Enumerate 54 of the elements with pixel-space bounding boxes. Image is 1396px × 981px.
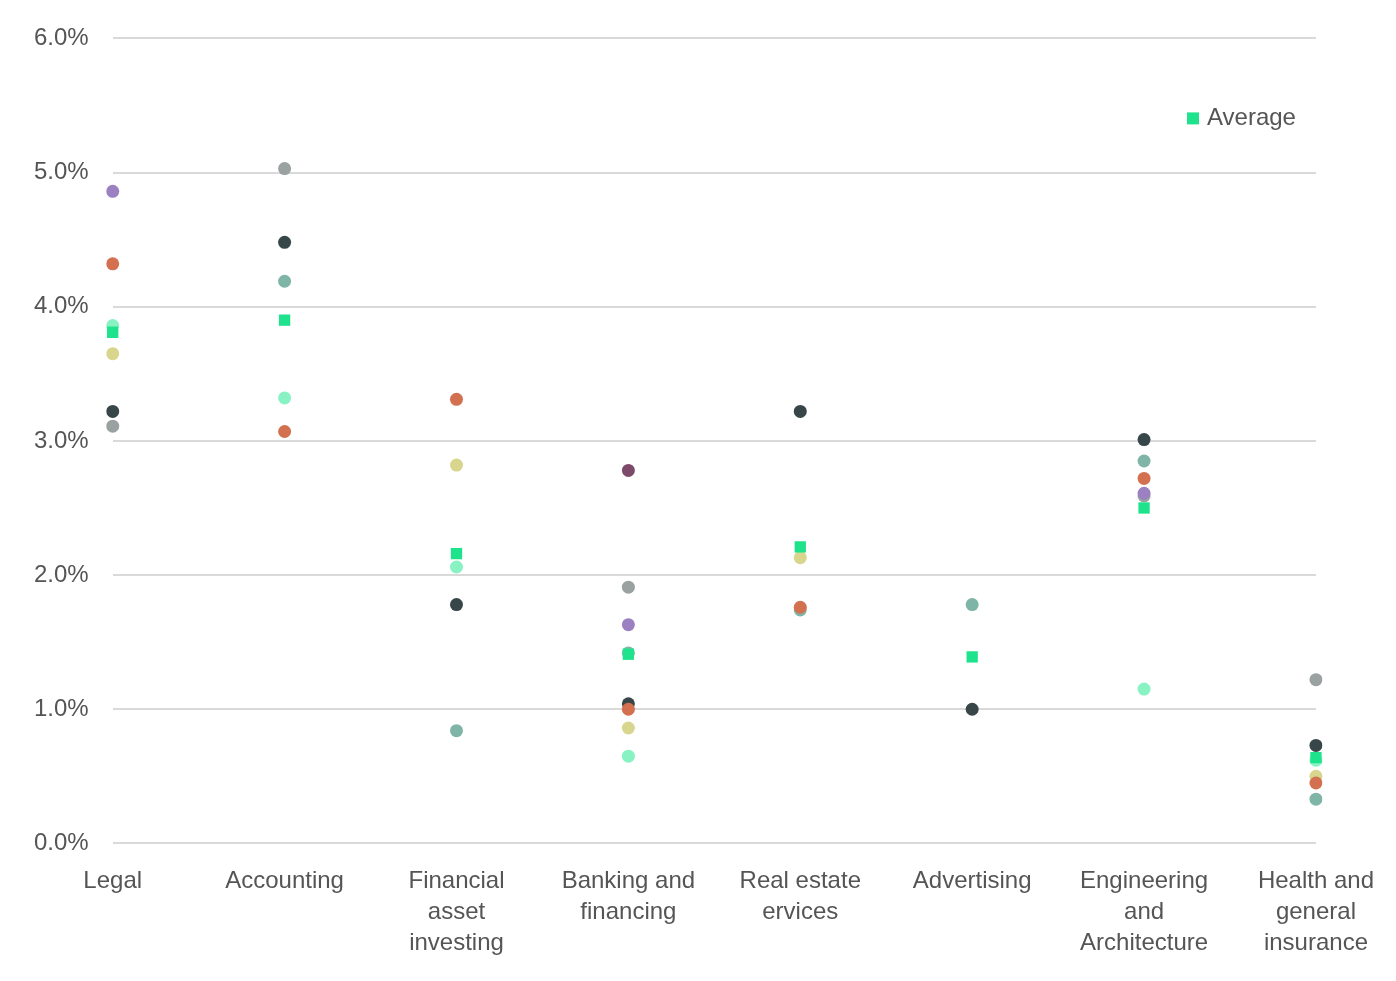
y-tick-label: 1.0% bbox=[34, 693, 89, 721]
point bbox=[793, 404, 807, 418]
point bbox=[449, 598, 463, 612]
point bbox=[106, 184, 120, 198]
point bbox=[621, 702, 635, 716]
y-tick-label: 3.0% bbox=[34, 425, 89, 453]
x-tick-label: Banking and financing bbox=[561, 865, 696, 924]
point bbox=[278, 314, 291, 326]
x-tick-label: Legal bbox=[83, 865, 143, 893]
y-tick-label: 5.0% bbox=[34, 157, 89, 185]
point bbox=[449, 560, 463, 574]
point bbox=[1309, 673, 1323, 687]
point bbox=[106, 419, 120, 433]
x-tick-label: Engineering and Architecture bbox=[1080, 865, 1209, 956]
point bbox=[1309, 792, 1323, 806]
x-tick-label: Real estate ervices bbox=[739, 865, 861, 924]
point bbox=[107, 326, 119, 338]
point bbox=[1137, 471, 1151, 485]
point bbox=[621, 463, 635, 477]
y-tick-label: 0.0% bbox=[34, 828, 89, 856]
x-tick-label: Advertising bbox=[912, 865, 1032, 893]
point bbox=[1138, 502, 1150, 514]
point bbox=[966, 651, 978, 663]
x-tick-label: Accounting bbox=[225, 865, 344, 893]
point bbox=[794, 541, 806, 553]
point bbox=[449, 458, 463, 472]
point bbox=[278, 391, 292, 405]
point bbox=[278, 425, 292, 439]
point bbox=[450, 547, 463, 560]
point bbox=[621, 618, 635, 632]
legend-label: Average bbox=[1207, 103, 1296, 131]
point bbox=[621, 721, 635, 735]
point bbox=[106, 257, 120, 271]
point bbox=[1137, 433, 1151, 447]
point bbox=[278, 274, 292, 288]
x-tick-label: Health and general insurance bbox=[1257, 865, 1374, 956]
y-tick-label: 2.0% bbox=[34, 559, 89, 587]
point bbox=[278, 235, 292, 249]
point bbox=[621, 580, 635, 594]
point bbox=[449, 392, 463, 406]
point bbox=[1309, 776, 1323, 790]
point bbox=[965, 598, 979, 612]
point bbox=[278, 162, 292, 176]
y-tick-label: 4.0% bbox=[34, 291, 89, 319]
point bbox=[449, 724, 463, 738]
y-tick-label: 6.0% bbox=[34, 23, 89, 51]
x-tick-label: Financial asset investing bbox=[408, 865, 505, 956]
point bbox=[621, 749, 635, 763]
point bbox=[1137, 682, 1151, 696]
point bbox=[106, 347, 120, 361]
point bbox=[106, 404, 120, 418]
point bbox=[1309, 738, 1323, 752]
point bbox=[965, 702, 979, 716]
point bbox=[1137, 454, 1151, 468]
